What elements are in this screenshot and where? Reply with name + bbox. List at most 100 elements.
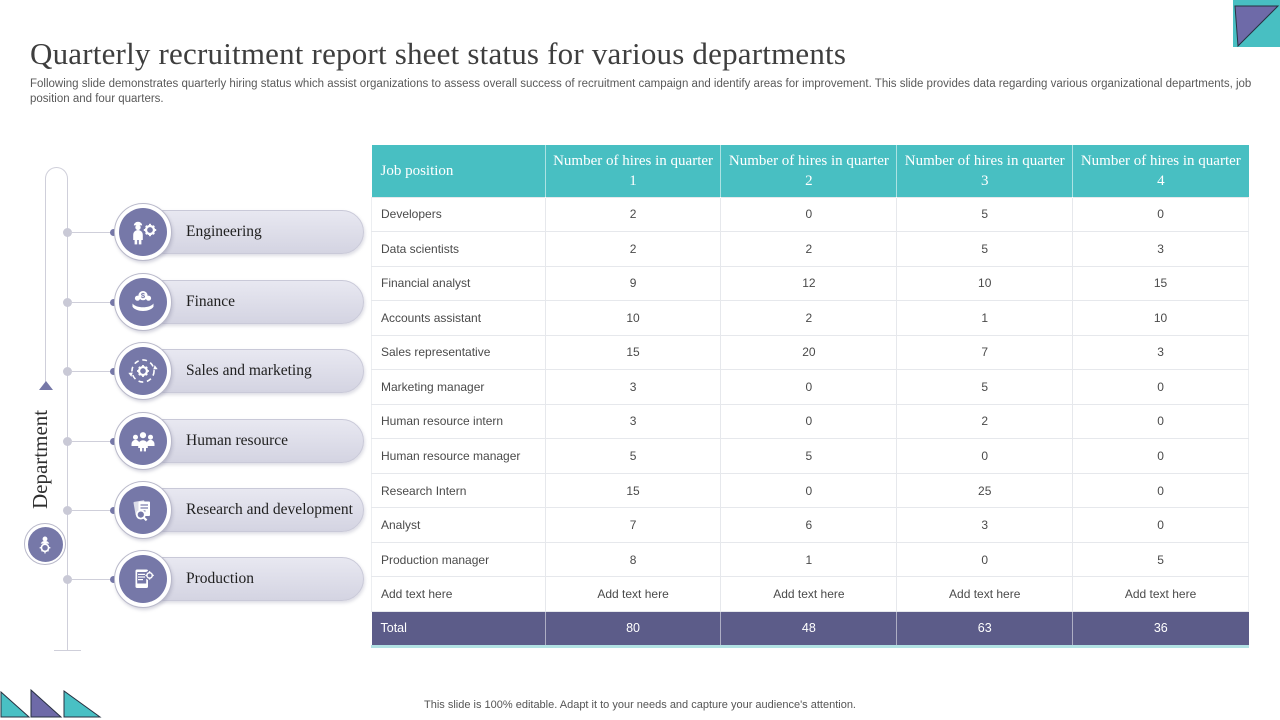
- department-label: Sales and marketing: [186, 362, 312, 379]
- department-item-human-resource[interactable]: Human resource: [114, 412, 364, 470]
- hires-value-cell: 10: [544, 300, 722, 336]
- hires-value-cell: 10: [1072, 300, 1249, 336]
- hires-value-cell: 0: [1072, 507, 1249, 543]
- department-item-finance[interactable]: Finance $: [114, 273, 364, 331]
- department-badge: [24, 523, 66, 565]
- branch-connector: [70, 441, 116, 442]
- table-row: Marketing manager 3 0 5 0: [371, 369, 1249, 405]
- footer-note: This slide is 100% editable. Adapt it to…: [424, 699, 856, 711]
- table-row: Developers 2 0 5 0: [371, 196, 1249, 233]
- axis-label: Department: [28, 409, 52, 509]
- table-row: Human resource manager 5 5 0 0: [371, 438, 1249, 474]
- report-table-container: Job position Number of hires in quarter 1…: [371, 145, 1249, 648]
- axis-arrow-icon: [39, 381, 53, 390]
- department-icon-circle: [114, 342, 172, 400]
- department-label: Human resource: [186, 432, 288, 449]
- hires-value-cell: 0: [896, 438, 1074, 474]
- research-icon: [119, 486, 167, 534]
- hires-value-cell: 20: [720, 334, 898, 371]
- hires-value-cell: 12: [720, 265, 898, 302]
- total-label-cell: Total: [371, 611, 546, 645]
- hires-value-cell: 10: [896, 265, 1074, 302]
- table-row: Data scientists 2 2 5 3: [371, 231, 1249, 267]
- branch-connector: [70, 302, 116, 303]
- hires-value-cell: 2: [544, 231, 722, 267]
- department-icon-circle: [114, 203, 172, 261]
- branch-end-dot: [110, 298, 117, 306]
- svg-text:$: $: [141, 291, 146, 300]
- department-item-engineering[interactable]: Engineering: [114, 203, 364, 261]
- engineer-icon: [119, 208, 167, 256]
- table-row: Sales representative 15 20 7 3: [371, 334, 1249, 371]
- hires-value-cell: 0: [1072, 196, 1249, 233]
- column-header: Number of hires in quarter 2: [720, 145, 897, 197]
- job-position-cell: Marketing manager: [371, 369, 546, 405]
- hires-value-cell: 3: [1072, 231, 1249, 267]
- table-row: Production manager 8 1 0 5: [371, 541, 1249, 578]
- job-position-cell: Production manager: [371, 541, 546, 578]
- branch-end-dot: [110, 575, 117, 583]
- department-item-sales-and-marketing[interactable]: Sales and marketing: [114, 342, 364, 400]
- total-row: Total 80 48 63 36: [371, 611, 1249, 645]
- placeholder-cell[interactable]: Add text here: [896, 576, 1074, 612]
- department-label: Research and development: [186, 501, 353, 518]
- column-header: Number of hires in quarter 1: [544, 145, 721, 197]
- branch-dot: [63, 297, 72, 307]
- hires-value-cell: 5: [720, 438, 898, 474]
- hires-value-cell: 1: [896, 300, 1074, 336]
- department-label: Production: [186, 570, 255, 587]
- job-position-cell: Accounts assistant: [371, 300, 546, 336]
- hires-value-cell: 0: [720, 369, 898, 405]
- hires-value-cell: 7: [544, 507, 722, 543]
- hires-value-cell: 0: [720, 403, 898, 440]
- placeholder-cell[interactable]: Add text here: [720, 576, 898, 612]
- branch-dot: [63, 574, 72, 584]
- hires-value-cell: 3: [896, 507, 1074, 543]
- hires-value-cell: 6: [720, 507, 898, 543]
- timeline-arc: [45, 167, 68, 199]
- hires-value-cell: 2: [720, 231, 898, 267]
- hires-value-cell: 2: [896, 403, 1074, 440]
- branch-end-dot: [110, 367, 117, 375]
- hires-value-cell: 15: [1072, 265, 1249, 302]
- sales-marketing-icon: [119, 347, 167, 395]
- job-position-cell: Human resource intern: [371, 403, 546, 440]
- department-label: Finance: [186, 293, 236, 310]
- job-position-cell: Analyst: [371, 507, 546, 543]
- placeholder-cell[interactable]: Add text here: [544, 576, 722, 612]
- job-position-cell: Financial analyst: [371, 265, 546, 302]
- hires-value-cell: 5: [896, 196, 1074, 233]
- placeholder-cell[interactable]: Add text here: [371, 576, 546, 612]
- hires-value-cell: 1: [720, 541, 898, 578]
- hires-value-cell: 0: [1072, 369, 1249, 405]
- hires-value-cell: 0: [720, 472, 898, 509]
- job-position-cell: Research Intern: [371, 472, 546, 509]
- department-item-research-and-development[interactable]: Research and development: [114, 481, 364, 539]
- branch-connector: [70, 371, 116, 372]
- job-position-cell: Sales representative: [371, 334, 546, 371]
- job-position-cell: Human resource manager: [371, 438, 546, 474]
- hires-value-cell: 0: [1072, 403, 1249, 440]
- triangles-decoration: [0, 688, 102, 718]
- hires-value-cell: 0: [896, 541, 1074, 578]
- table-row: Accounts assistant 10 2 1 10: [371, 300, 1249, 336]
- placeholder-cell[interactable]: Add text here: [1072, 576, 1249, 612]
- column-header: Job position: [371, 145, 546, 197]
- branch-connector: [70, 232, 116, 233]
- table-body: Developers 2 0 5 0 Data scientists 2 2 5 3 Financi…: [371, 196, 1249, 645]
- corner-flag-decoration: [1233, 0, 1280, 48]
- table-row: Add text here Add text here Add text here A…: [371, 576, 1249, 612]
- hires-value-cell: 8: [544, 541, 722, 578]
- branch-dot: [63, 436, 72, 446]
- branch-connector: [70, 510, 116, 511]
- hires-value-cell: 5: [896, 369, 1074, 405]
- production-icon: [119, 555, 167, 603]
- department-item-production[interactable]: Production: [114, 550, 364, 608]
- branch-end-dot: [110, 506, 117, 514]
- total-value-cell: 80: [544, 611, 721, 645]
- hires-value-cell: 15: [544, 472, 722, 509]
- branch-dot: [63, 366, 72, 376]
- finance-icon: $: [119, 278, 167, 326]
- timeline-right-line: [67, 198, 68, 650]
